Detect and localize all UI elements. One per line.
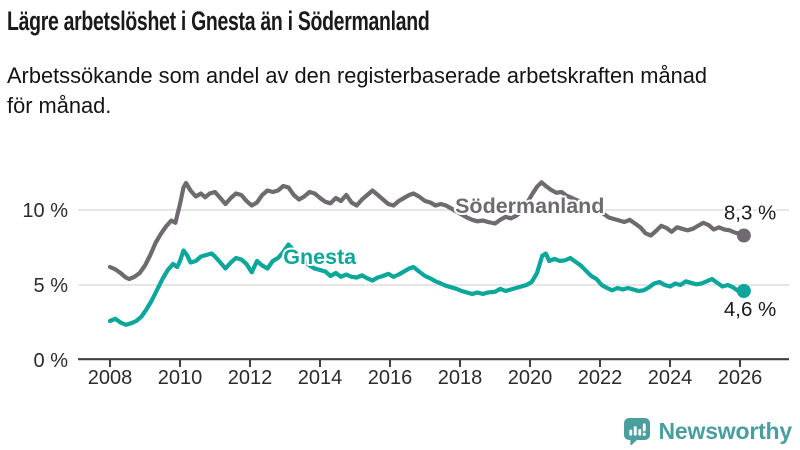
y-tick-label: 0 % xyxy=(34,350,69,372)
brand-name: Newsworthy xyxy=(658,417,793,444)
x-tick-label: 2020 xyxy=(508,367,553,389)
end-dot-gnesta xyxy=(736,284,751,298)
series-label-södermanland: Södermanland xyxy=(455,194,604,218)
x-tick-label: 2010 xyxy=(158,367,203,389)
series-line-södermanland xyxy=(107,180,746,282)
end-value-label-gnesta: 4,6 % xyxy=(724,298,776,321)
page-title: Lägre arbetslöshet i Gnesta än i Söderma… xyxy=(7,6,430,36)
y-tick-label: 5 % xyxy=(34,275,69,297)
x-tick-label: 2016 xyxy=(368,367,413,389)
series-line-gnesta xyxy=(107,242,746,327)
brand-footer: Newsworthy xyxy=(623,417,792,445)
newsworthy-logo-icon xyxy=(623,418,650,445)
end-dot-södermanland xyxy=(736,228,751,243)
x-tick-label: 2022 xyxy=(578,367,623,389)
chart-header: Lägre arbetslöshet i Gnesta än i Söderma… xyxy=(7,6,797,121)
x-tick-label: 2026 xyxy=(718,367,763,389)
page-subtitle: Arbetssökande som andel av den registerb… xyxy=(7,63,708,118)
x-tick-label: 2008 xyxy=(88,367,133,389)
x-tick-label: 2018 xyxy=(438,367,483,389)
series-label-gnesta: Gnesta xyxy=(283,245,357,269)
x-tick-label: 2012 xyxy=(228,367,273,389)
end-value-label-södermanland: 8,3 % xyxy=(724,202,776,225)
x-tick-label: 2014 xyxy=(298,367,343,389)
y-tick-label: 10 % xyxy=(22,200,68,222)
x-tick-label: 2024 xyxy=(648,367,693,389)
